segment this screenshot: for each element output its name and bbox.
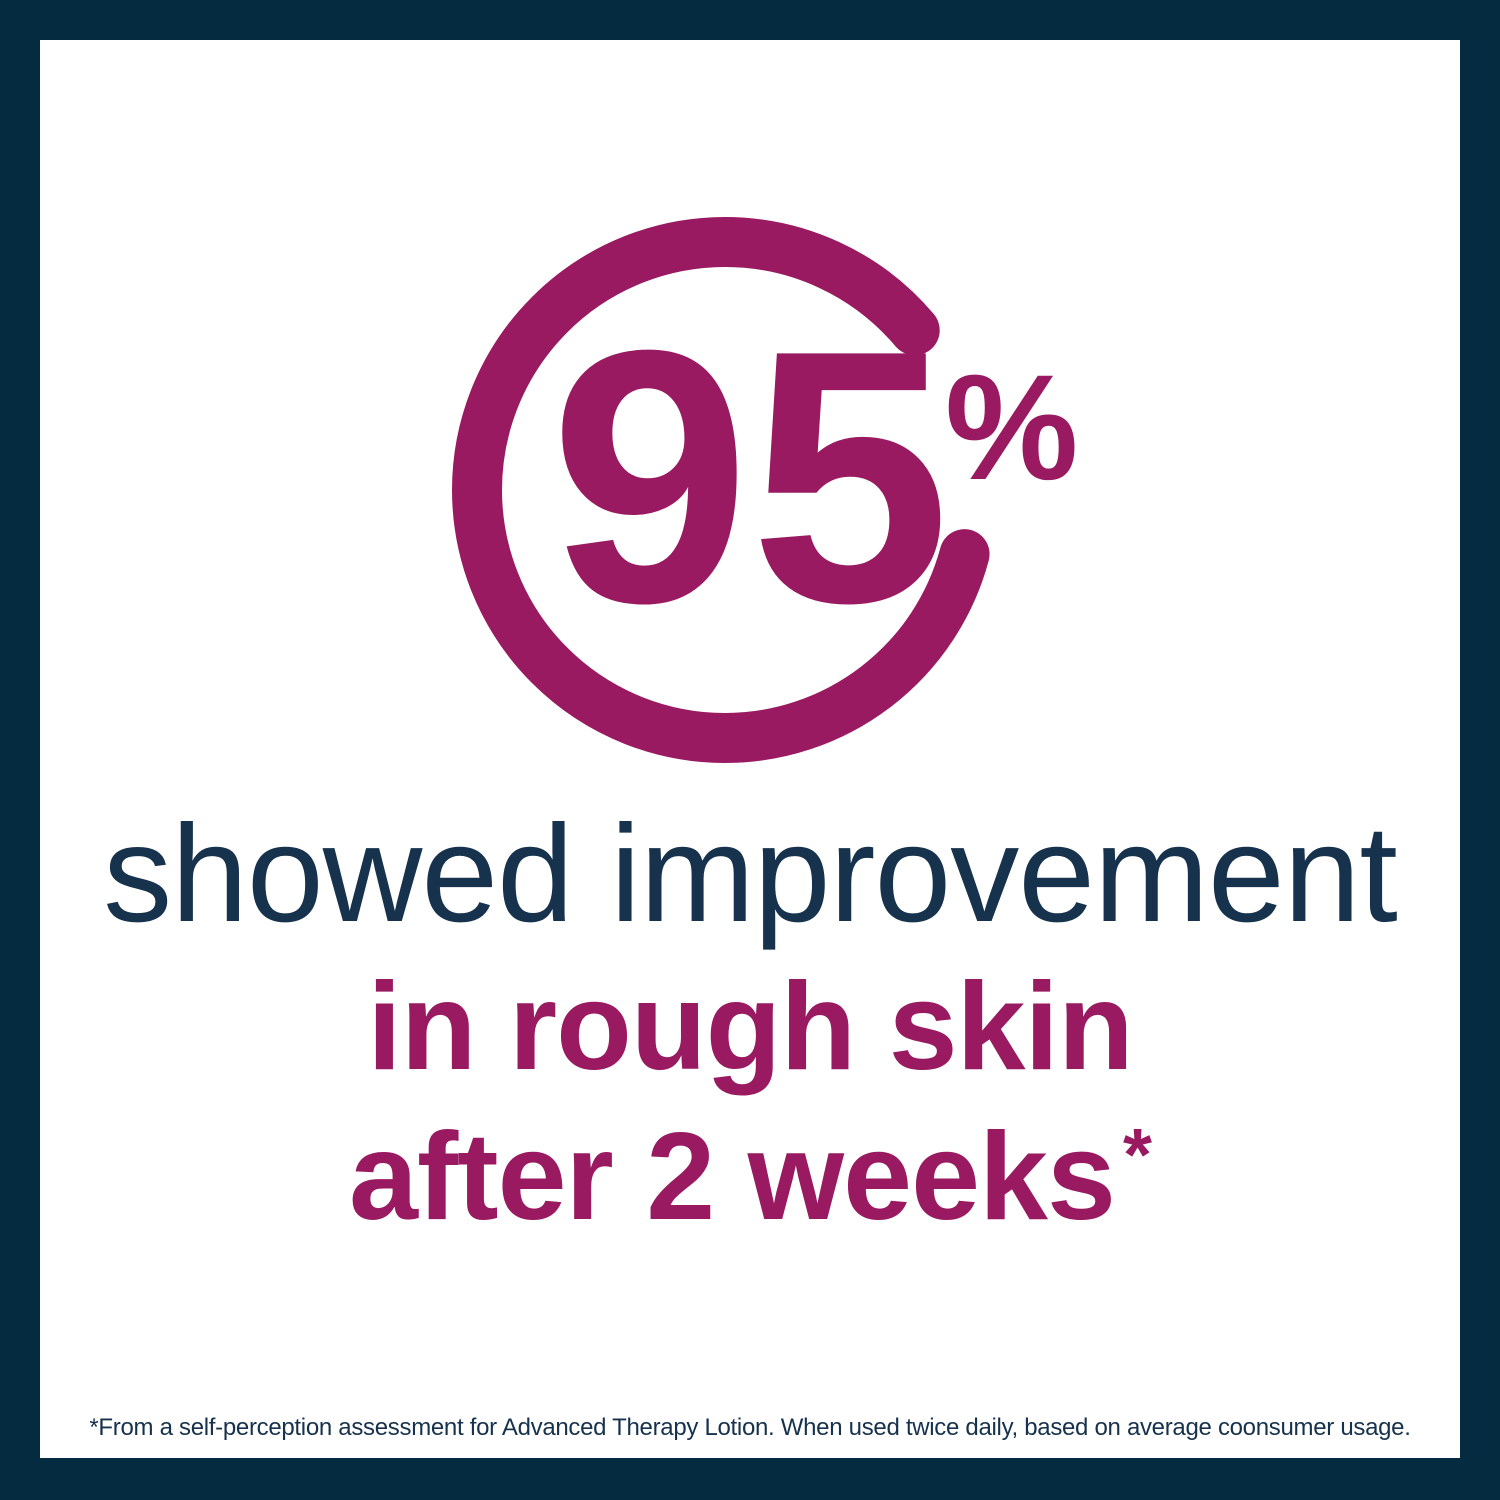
claim-highlight-line2-row: after 2 weeks *: [0, 1102, 1500, 1252]
footnote-text: *From a self-perception assessment for A…: [89, 1414, 1411, 1441]
claim-highlight: in rough skin after 2 weeks *: [0, 952, 1500, 1252]
open-circle-arc-icon: [452, 217, 998, 763]
claim-headline: showed improvement: [103, 797, 1398, 951]
claim-highlight-line1: in rough skin: [367, 958, 1133, 1096]
stat-percentage-value: 95: [549, 276, 951, 678]
footnote-asterisk: *: [1122, 1113, 1152, 1197]
percent-sign: %: [945, 343, 1079, 511]
claim-highlight-line2: after 2 weeks: [349, 1108, 1116, 1247]
